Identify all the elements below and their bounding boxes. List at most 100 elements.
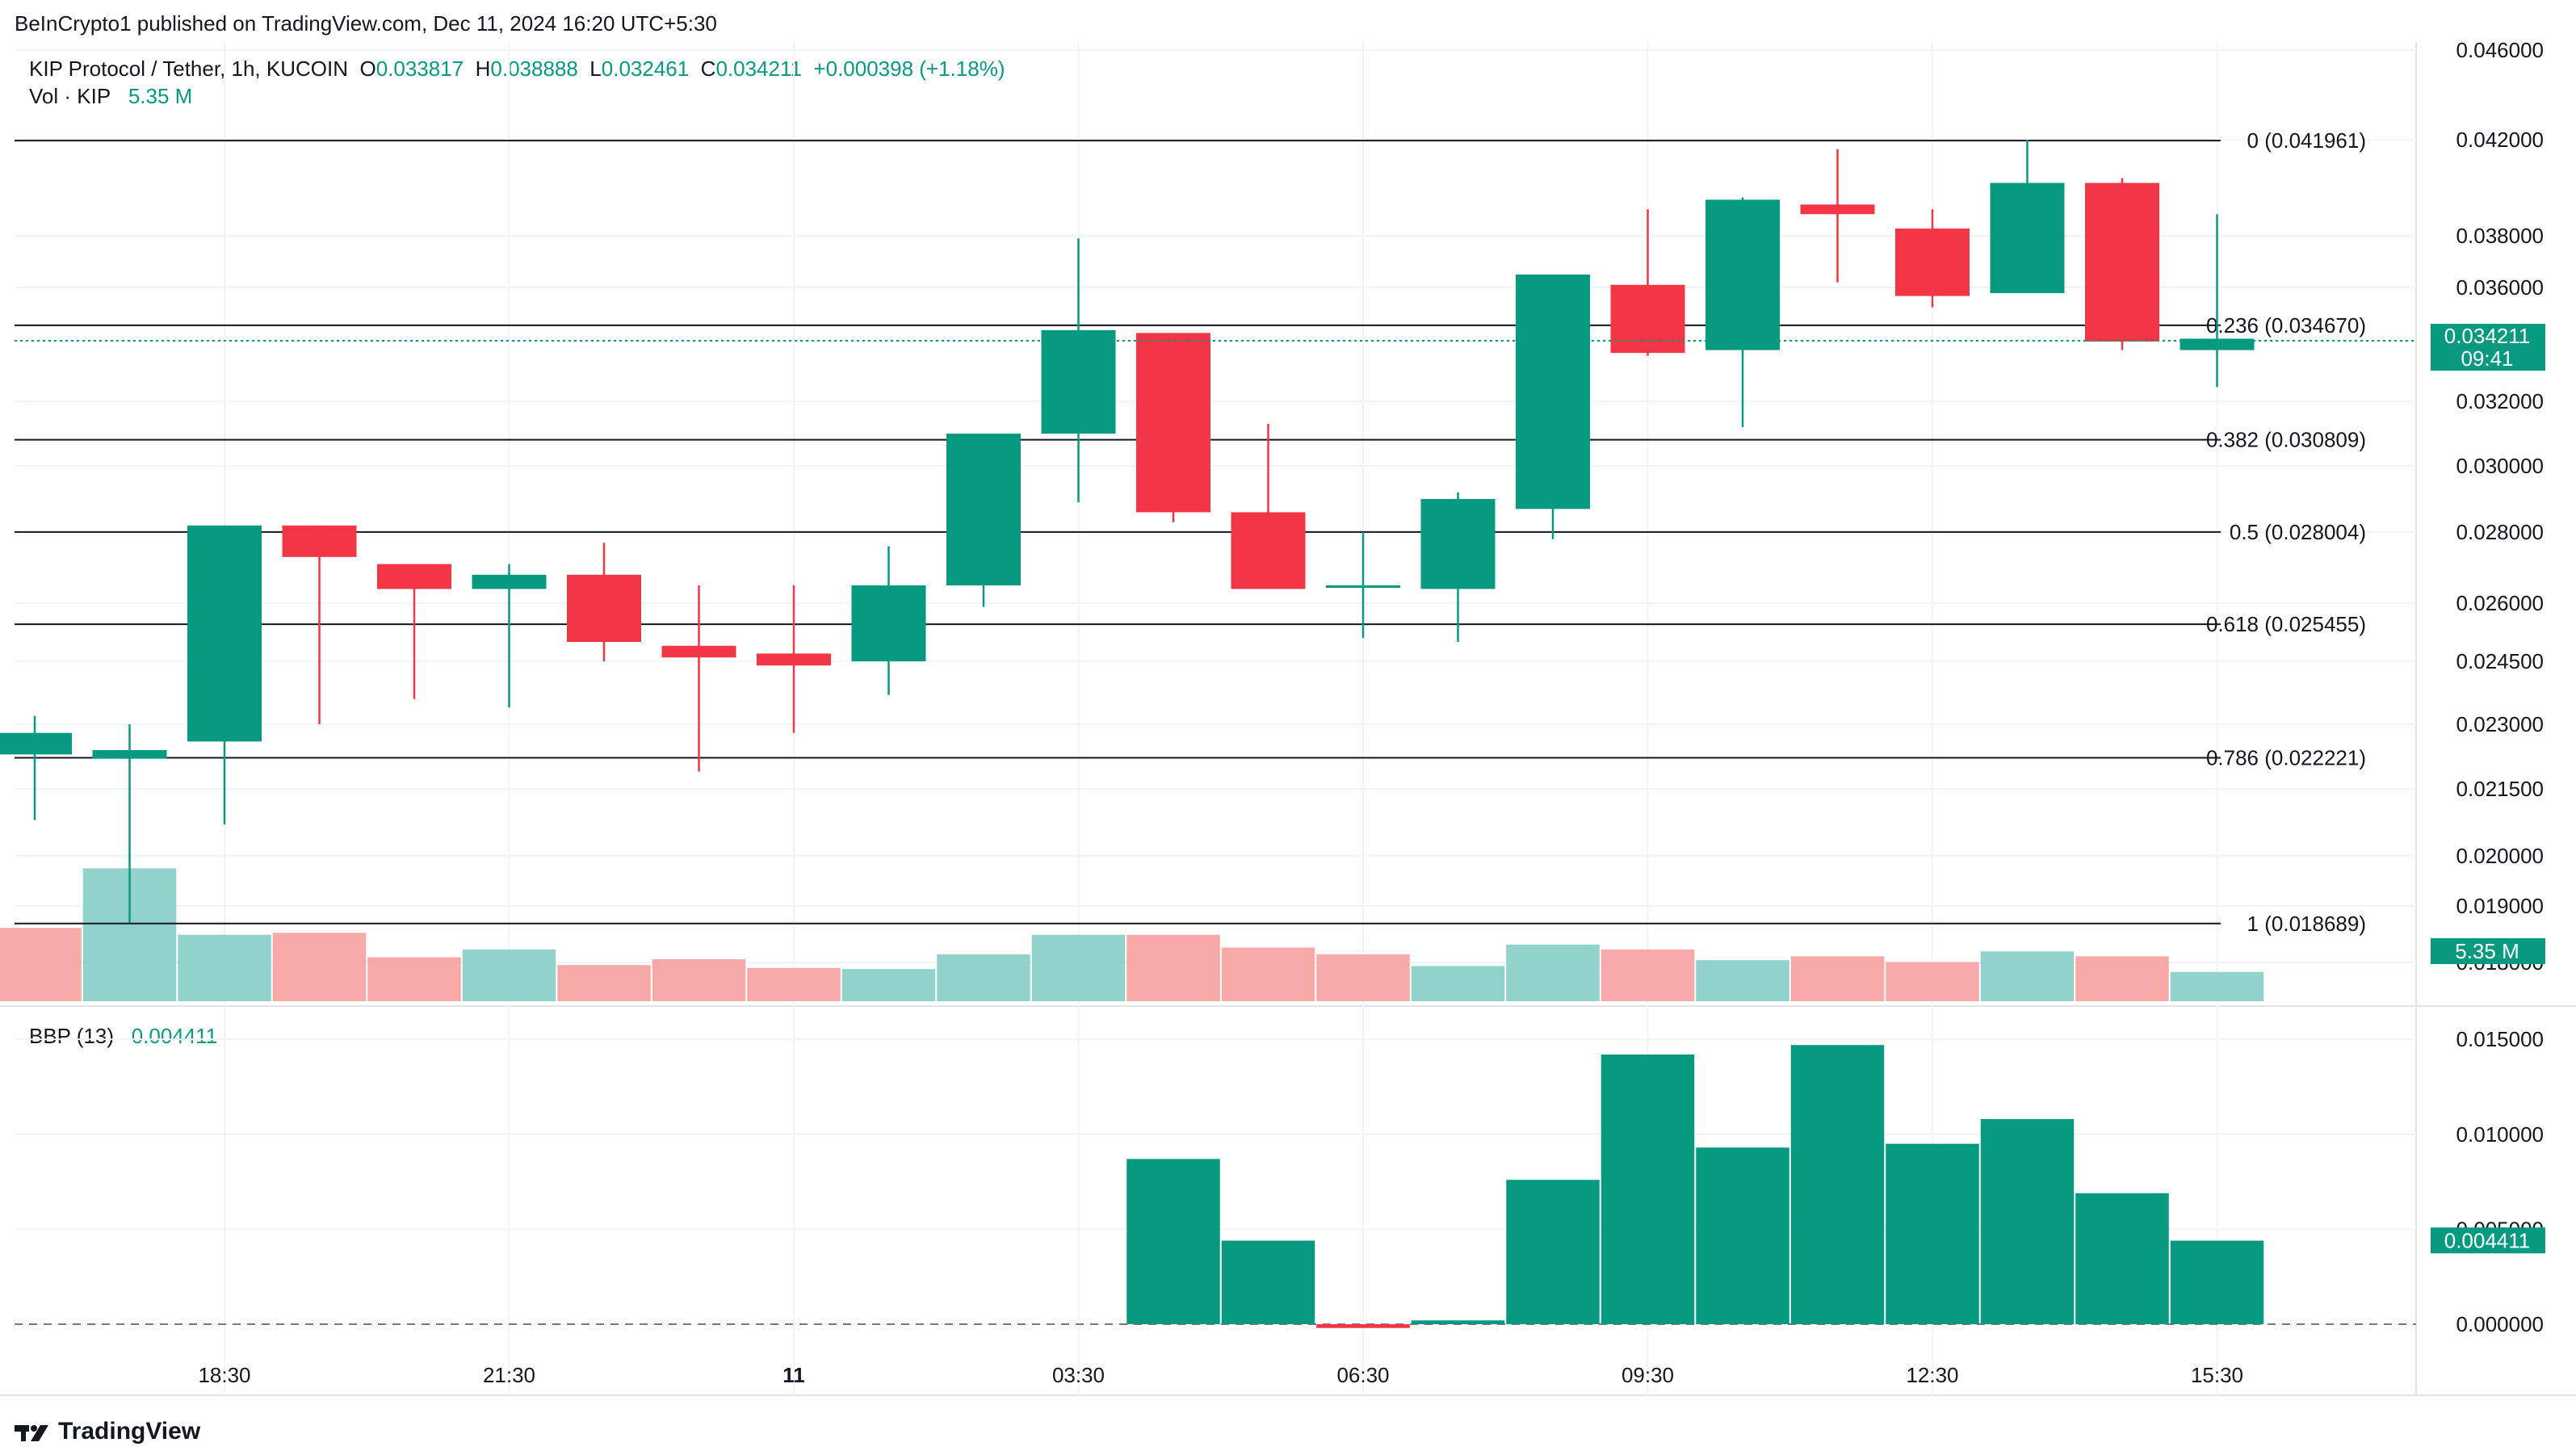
price-tick-label: 0.028000 [2456,520,2544,544]
fib-level-label: 0.786 (0.022221) [2206,746,2366,770]
price-tick-label: 0.030000 [2456,454,2544,478]
bbp-bar [1126,1159,1220,1324]
fib-level-label: 0.5 (0.028004) [2230,520,2366,544]
tradingview-logo[interactable]: TradingView [15,1418,200,1445]
volume-bar [652,958,746,1001]
last-price-label: 0.034211 [2444,324,2531,348]
volume-bar [1506,944,1600,1001]
candle-body [1231,512,1306,589]
volume-bar [462,949,556,1001]
volume-bar [1126,934,1220,1001]
volume-bar [841,969,936,1001]
open-value: 0.033817 [375,57,464,81]
candle-body [1041,329,1116,434]
price-tick-label: 0.020000 [2456,844,2544,868]
high-value: 0.038888 [490,57,578,81]
time-tick-label: 06:30 [1336,1363,1389,1387]
bbp-last-badge [2431,1227,2545,1254]
volume-bar [1411,966,1505,1001]
candle-body [1705,199,1780,350]
volume-value: 5.35 M [128,84,193,108]
time-tick-label: 11 [782,1363,805,1387]
bbp-tick-label: 0.000000 [2456,1312,2544,1336]
price-tick-label: 0.032000 [2456,389,2544,413]
volume-bar [747,967,841,1001]
price-tick-label: 0.046000 [2456,38,2544,62]
volume-bar [1696,960,1789,1001]
bbp-last-label: 0.004411 [2444,1228,2531,1252]
volume-bar [2170,971,2264,1001]
symbol-name[interactable]: KIP Protocol / Tether, 1h, KUCOIN [29,57,349,81]
candle-body [1800,204,1875,215]
candle-body [377,564,451,589]
bbp-bar [1601,1055,1695,1324]
bbp-bar [1221,1240,1315,1324]
price-tick-label: 0.024500 [2456,649,2544,673]
bbp-bar [2170,1240,2264,1324]
price-tick-label: 0.021500 [2456,777,2544,801]
tradingview-logo-icon [15,1425,48,1441]
candle-body [1420,499,1496,589]
fib-level-label: 0.236 (0.034670) [2206,313,2366,338]
last-price-badge [2431,324,2545,371]
fib-level-label: 0.618 (0.025455) [2206,612,2366,636]
volume-bar [367,957,461,1001]
price-tick-label: 0.038000 [2456,224,2544,248]
time-tick-label: 03:30 [1052,1363,1105,1387]
tradingview-brand: TradingView [58,1418,201,1445]
candle-body [1326,585,1400,588]
fib-level-label: 0.382 (0.030809) [2206,428,2366,452]
bbp-bar [1316,1324,1410,1328]
candle-body [2085,182,2159,342]
low-value: 0.032461 [601,57,690,81]
volume-badge [2431,938,2545,964]
time-tick-label: 18:30 [198,1363,250,1387]
candle-body [946,434,1021,585]
price-tick-label: 0.026000 [2456,591,2544,615]
volume-bar [1886,962,1979,1001]
bbp-tick-label: 0.015000 [2456,1027,2544,1051]
candle-body [282,525,357,557]
symbol-legend: KIP Protocol / Tether, 1h, KUCOIN O0.033… [29,57,1005,82]
volume-bar [1031,934,1126,1001]
bbp-bar [1980,1118,2075,1324]
publisher-caption: BeInCrypto1 published on TradingView.com… [15,11,717,36]
price-tick-label: 0.042000 [2456,128,2544,152]
candle-body [187,525,262,742]
candle-body [1990,182,2065,294]
candle-body [1516,275,1590,509]
bbp-label[interactable]: BBP (13) [29,1024,115,1048]
volume-bar [1221,947,1315,1001]
volume-bar [1790,956,1885,1001]
candle-body [757,653,831,666]
volume-legend: Vol · KIP 5.35 M [29,84,192,109]
fib-level-label: 0 (0.041961) [2247,128,2366,153]
volume-label[interactable]: Vol · KIP [29,84,111,108]
volume-bar [2075,956,2169,1001]
price-tick-label: 0.023000 [2456,712,2544,736]
low-label: L [589,57,602,81]
countdown-label: 09:41 [2461,346,2513,371]
bbp-bar [1886,1143,1979,1324]
bbp-bar [1506,1180,1600,1324]
volume-bar [937,954,1030,1001]
candle-body [851,585,926,661]
bbp-bar [1696,1147,1789,1324]
candle-body [661,645,736,658]
time-tick-label: 15:30 [2191,1363,2243,1387]
volume-bar [178,934,271,1001]
candle-body [567,574,641,642]
change-value: +0.000398 (+1.18%) [813,57,1005,81]
close-value: 0.034211 [715,57,802,81]
open-label: O [359,57,376,81]
volume-bar [557,965,651,1001]
volume-bar [272,933,367,1001]
volume-bar [0,928,82,1001]
bbp-tick-label: 0.010000 [2456,1122,2544,1147]
candle-body [92,750,167,759]
candle-body [1895,229,1970,296]
time-tick-label: 12:30 [1906,1363,1958,1387]
price-tick-label: 0.019000 [2456,894,2544,918]
bbp-value: 0.004411 [131,1024,218,1048]
